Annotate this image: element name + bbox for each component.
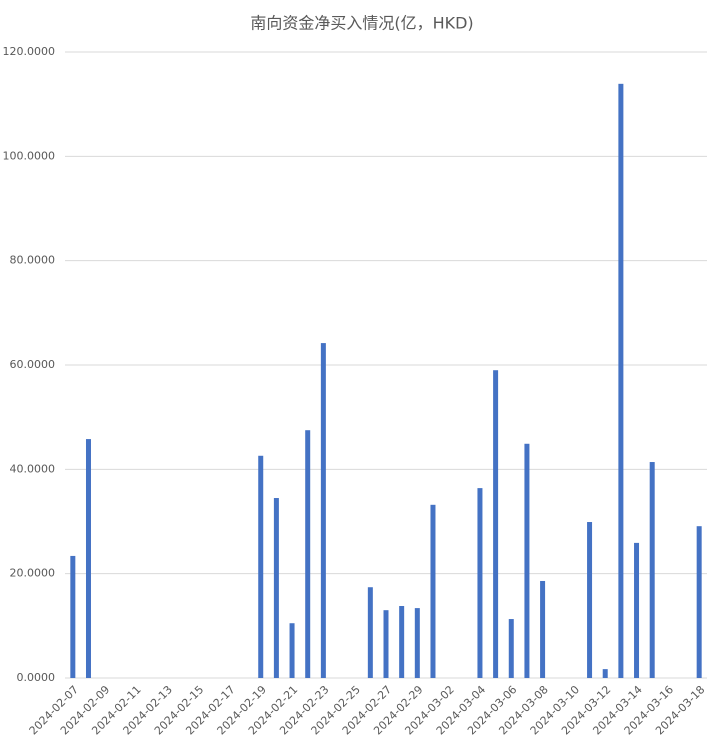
bar xyxy=(273,498,279,678)
bar xyxy=(430,504,436,678)
bar xyxy=(258,455,264,678)
bar xyxy=(508,619,514,678)
bar xyxy=(367,587,373,678)
bar xyxy=(383,610,389,678)
bar xyxy=(696,526,702,678)
chart-title: 南向资金净买入情况(亿，HKD) xyxy=(250,14,473,33)
bar xyxy=(493,370,499,678)
bar xyxy=(634,542,640,678)
bar xyxy=(540,580,546,678)
bar xyxy=(524,443,530,678)
bar xyxy=(587,522,593,678)
y-tick-label: 40.0000 xyxy=(10,462,56,475)
bar xyxy=(70,555,76,678)
bar xyxy=(477,488,483,678)
y-tick-label: 120.0000 xyxy=(3,45,56,58)
y-tick-label: 0.0000 xyxy=(17,671,56,684)
y-tick-label: 20.0000 xyxy=(10,567,56,580)
y-tick-label: 60.0000 xyxy=(10,358,56,371)
bar xyxy=(602,669,608,678)
bar xyxy=(649,462,655,678)
bar xyxy=(289,623,295,678)
bar xyxy=(414,608,420,678)
bar xyxy=(399,606,405,678)
bar xyxy=(305,430,311,678)
y-tick-label: 80.0000 xyxy=(10,254,56,267)
bar xyxy=(320,343,326,678)
bar xyxy=(618,83,624,679)
bar xyxy=(85,439,91,678)
y-tick-label: 100.0000 xyxy=(3,149,56,162)
